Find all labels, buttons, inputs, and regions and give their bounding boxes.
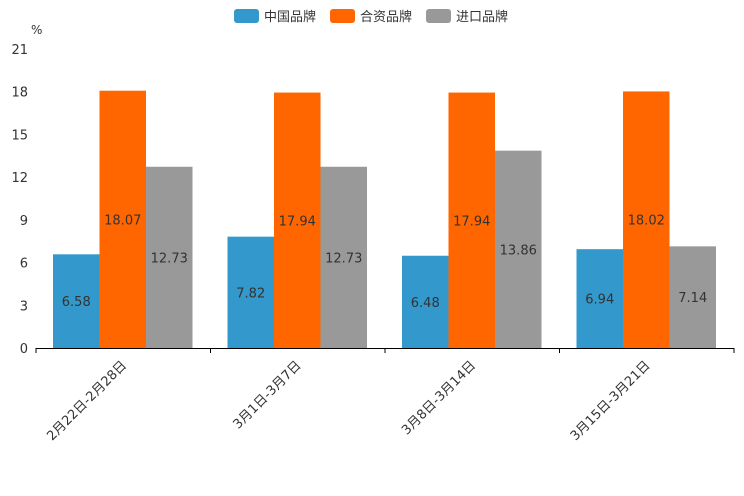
legend-swatch-1[interactable] (330, 9, 355, 23)
y-tick-label: 15 (11, 128, 28, 143)
y-axis-unit: % (31, 23, 42, 37)
data-label-0-2: 12.73 (151, 251, 188, 266)
data-label-2-0: 6.48 (411, 296, 440, 311)
data-label-1-0: 7.82 (236, 286, 265, 301)
y-tick-label: 12 (11, 171, 28, 186)
data-label-3-2: 7.14 (678, 291, 707, 306)
data-label-2-1: 17.94 (453, 214, 490, 229)
bar-1-0[interactable] (227, 236, 275, 348)
x-tick-label: 3月8日-3月14日 (399, 358, 479, 438)
x-tick-label: 3月1日-3月7日 (230, 358, 304, 432)
bar-0-0[interactable] (53, 254, 100, 348)
x-tick-label: 2月22日-2月28日 (44, 358, 130, 444)
bar-1-1[interactable] (274, 92, 321, 348)
y-tick-label: 0 (20, 342, 28, 357)
bar-1-2[interactable] (320, 166, 368, 348)
data-label-1-2: 12.73 (325, 251, 362, 266)
bar-2-1[interactable] (448, 92, 496, 348)
bar-3-1[interactable] (623, 91, 670, 348)
legend: 中国品牌 合资品牌 进口品牌 (234, 9, 508, 25)
legend-swatch-0[interactable] (234, 9, 259, 23)
bar-0-1[interactable] (99, 90, 147, 348)
y-tick-label: 21 (11, 43, 28, 58)
bar-0-2[interactable] (146, 166, 193, 348)
y-axis-ticks: 0 3 6 9 12 15 18 21 (11, 43, 28, 357)
data-label-0-1: 18.07 (104, 213, 141, 228)
legend-swatch-2[interactable] (426, 9, 451, 23)
data-labels: 6.58 18.07 12.73 7.82 17.94 12.73 6.48 17.94 13.… (62, 213, 707, 311)
x-axis: 2月22日-2月28日 3月1日-3月7日 3月8日-3月14日 3月15日-3月21… (35, 348, 735, 444)
bar-3-0[interactable] (576, 249, 624, 348)
data-label-3-1: 18.02 (628, 214, 665, 229)
data-label-1-1: 17.94 (279, 214, 316, 229)
y-tick-label: 6 (20, 257, 28, 272)
y-tick-label: 18 (11, 86, 28, 101)
legend-label-1[interactable]: 合资品牌 (360, 9, 412, 25)
y-tick-label: 3 (20, 299, 28, 314)
bar-2-2[interactable] (495, 150, 542, 348)
bar-3-2[interactable] (669, 246, 717, 348)
x-tick-label: 3月15日-3月21日 (568, 358, 654, 444)
y-tick-label: 9 (20, 214, 28, 229)
data-label-3-0: 6.94 (585, 293, 614, 308)
data-label-0-0: 6.58 (62, 295, 91, 310)
bars (53, 90, 717, 348)
data-label-2-2: 13.86 (500, 243, 537, 258)
legend-label-2[interactable]: 进口品牌 (456, 9, 508, 25)
legend-label-0[interactable]: 中国品牌 (264, 9, 316, 25)
bar-2-0[interactable] (402, 255, 449, 348)
